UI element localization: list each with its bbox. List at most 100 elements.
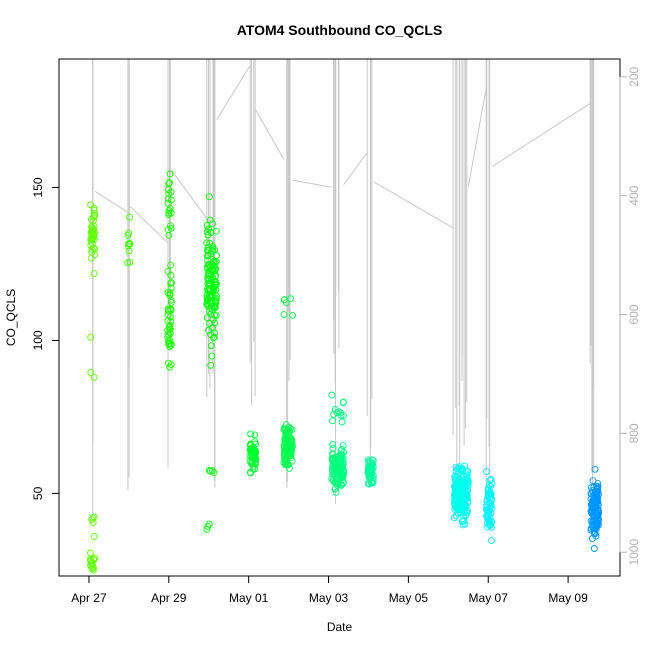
chart-title: ATOM4 Southbound CO_QCLS [237, 22, 443, 38]
co-data-point [336, 476, 344, 484]
co-data-point [590, 512, 598, 519]
co-data-point [251, 431, 259, 439]
co-data-point [166, 204, 174, 212]
co-data-point [329, 441, 337, 448]
co-data-point [593, 520, 600, 528]
co-data-point [87, 333, 95, 341]
co-data-point [90, 209, 98, 217]
altitude-transit-line [467, 88, 487, 187]
co-data-point [164, 288, 172, 296]
co-data-point [167, 222, 174, 230]
co-data-point [335, 408, 343, 416]
co-data-point [283, 461, 291, 469]
co-data-point [124, 259, 132, 267]
x-tick-label: Apr 29 [151, 591, 187, 605]
co-data-point [336, 455, 344, 463]
co-data-point [451, 482, 459, 490]
co-data-point [209, 283, 217, 291]
co-data-point [464, 479, 472, 486]
co-data-point [205, 247, 213, 255]
co-data-point [209, 324, 216, 332]
co-data-point [594, 488, 602, 495]
altitude-transit-line [171, 170, 208, 219]
co-data-point [590, 501, 598, 508]
co-data-point [89, 566, 97, 574]
co-data-point [461, 520, 469, 528]
co-data-point [455, 467, 463, 475]
co-data-point [592, 515, 600, 523]
co-data-point [368, 459, 376, 467]
co-data-point [339, 398, 347, 406]
co-data-point [331, 485, 339, 493]
co-data-point [587, 495, 595, 503]
co-data-point [164, 359, 172, 367]
co-data-point [203, 228, 211, 236]
co-data-point [207, 361, 215, 369]
right-tick-label: 600 [627, 304, 641, 324]
co-data-point [454, 509, 462, 517]
co-data-point [593, 488, 601, 496]
co-data-point [87, 562, 95, 570]
altitude-transit-line [129, 206, 168, 244]
co-data-point [328, 391, 336, 399]
co-data-point [165, 209, 173, 217]
co-data-point [451, 476, 459, 484]
co-data-point [166, 170, 174, 178]
co-data-point [488, 480, 496, 488]
co-data-point [204, 522, 212, 530]
co-data-point [204, 243, 212, 251]
co-data-point [203, 221, 211, 229]
co-data-point [203, 291, 211, 299]
co-data-point [90, 244, 97, 252]
co-data-point [204, 252, 212, 259]
co-data-point [89, 213, 97, 221]
co-data-point [589, 477, 597, 485]
co-data-point [591, 523, 598, 531]
co-data-point [167, 298, 175, 306]
co-data-point [90, 204, 98, 212]
co-data-point [167, 209, 175, 217]
altitude-transit-line [216, 65, 251, 120]
x-tick-label: Apr 27 [71, 591, 107, 605]
co-data-point [204, 296, 211, 304]
co-data-point [206, 292, 214, 300]
right-tick-label: 200 [627, 66, 641, 86]
co-data-point [456, 497, 463, 504]
co-data-point [210, 302, 218, 310]
co-data-point [462, 470, 470, 478]
co-data-point [463, 475, 471, 482]
co-data-point [591, 530, 599, 538]
co-data-point [589, 510, 597, 518]
co-data-point [330, 461, 337, 469]
co-data-point [248, 448, 256, 456]
co-data-point [330, 458, 337, 466]
co-data-point [337, 480, 345, 488]
co-data-point [164, 195, 172, 203]
co-data-point [590, 545, 598, 552]
co-data-point [167, 196, 175, 204]
co-data-point [369, 472, 377, 479]
x-tick-label: May 01 [229, 591, 269, 605]
co-data-point [487, 523, 495, 531]
co-data-point [484, 516, 492, 524]
co-data-point [164, 226, 172, 234]
co-data-point [463, 495, 471, 503]
co-data-point [89, 228, 96, 236]
co-data-point [334, 466, 342, 474]
co-data-point [125, 247, 133, 255]
co-data-point [283, 436, 290, 444]
co-data-point [333, 409, 341, 417]
x-tick-label: May 03 [309, 591, 349, 605]
co-data-point [164, 307, 172, 315]
co-data-point [334, 480, 342, 488]
right-tick-label: 1000 [627, 539, 641, 566]
co-data-point [486, 514, 494, 522]
co-data-point [282, 299, 290, 307]
co-data-point [485, 499, 493, 507]
plot-frame [58, 58, 621, 577]
co-data-point [90, 216, 97, 224]
co-data-point [450, 514, 458, 522]
co-data-point [286, 452, 294, 459]
co-data-point [124, 231, 132, 239]
co-data-point [168, 279, 175, 287]
